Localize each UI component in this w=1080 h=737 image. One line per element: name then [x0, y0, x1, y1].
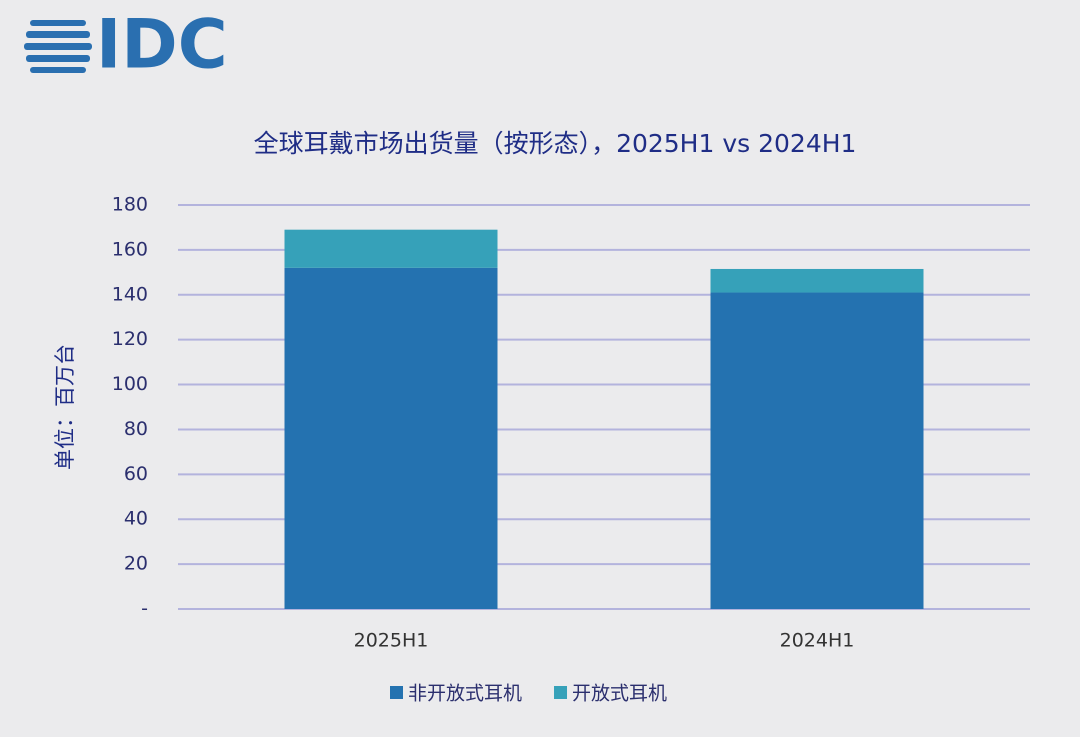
bar-segment — [284, 267, 498, 609]
logo-text: IDC — [96, 6, 228, 85]
y-axis-label: 单位：百万台 — [53, 344, 77, 470]
logo-globe — [24, 20, 92, 73]
legend-swatch — [554, 686, 568, 699]
chart-title: 全球耳戴市场出货量（按形态），2025H1 vs 2024H1 — [254, 129, 857, 158]
bar-segment — [284, 229, 498, 268]
y-tick-label: 40 — [124, 508, 148, 530]
legend-swatch — [390, 686, 403, 699]
y-tick-label: 180 — [112, 194, 148, 216]
y-tick-label: 20 — [124, 553, 148, 575]
legend-label: 开放式耳机 — [572, 683, 667, 705]
x-tick-label: 2025H1 — [354, 630, 429, 652]
y-tick-label: 120 — [112, 328, 148, 350]
bar-segment — [710, 268, 924, 293]
y-tick-label: 100 — [112, 373, 148, 395]
y-tick-label: 60 — [124, 463, 148, 485]
y-tick-label: - — [141, 598, 148, 620]
legend-label: 非开放式耳机 — [408, 683, 522, 705]
y-tick-label: 160 — [112, 238, 148, 260]
x-tick-label: 2024H1 — [780, 630, 855, 652]
y-tick-label: 80 — [124, 418, 148, 440]
bar-segment — [710, 292, 924, 609]
y-tick-label: 140 — [112, 283, 148, 305]
